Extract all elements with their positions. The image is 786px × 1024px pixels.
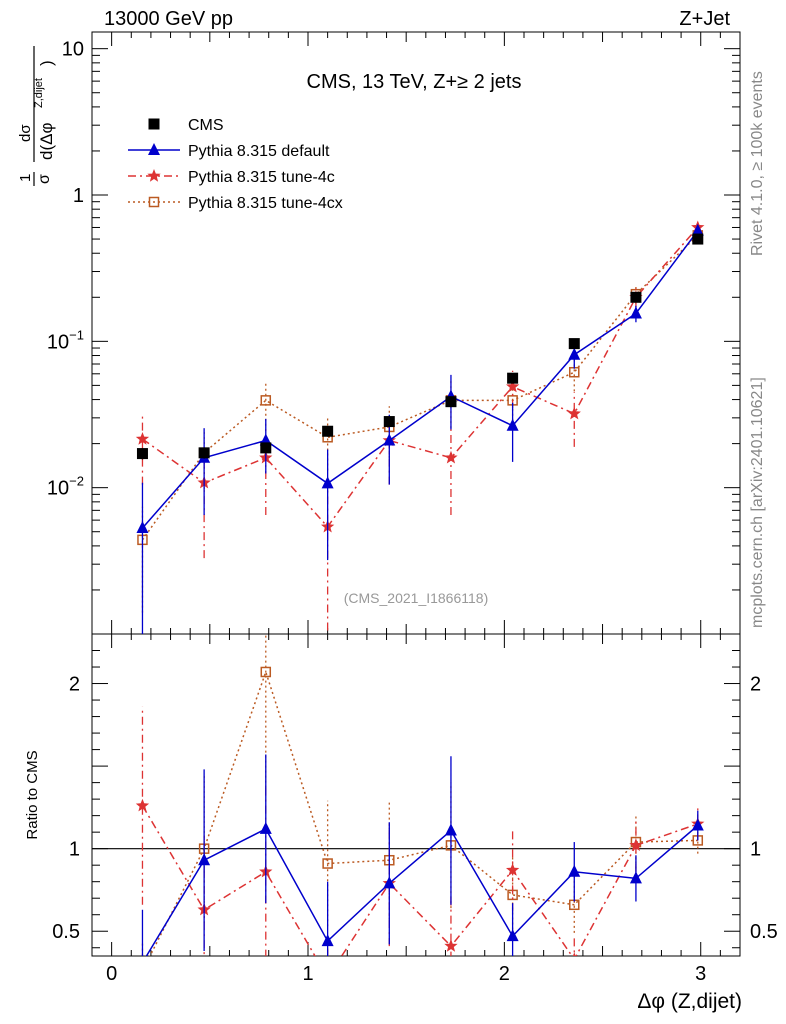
default-marker	[148, 143, 160, 155]
cms-data-marker	[322, 425, 334, 437]
cms-data-marker	[507, 372, 519, 384]
ratio-series-pythia-8-315-tune-4cx	[138, 634, 704, 975]
default-marker	[691, 223, 704, 236]
default-marker	[629, 306, 642, 319]
default-marker	[568, 864, 581, 877]
x-tick-label: 1	[302, 963, 313, 985]
default-marker	[321, 476, 334, 489]
y-tick-label: 10−1	[47, 327, 84, 353]
series-pythia-8-315-tune-4cx	[137, 229, 704, 613]
ratio-line	[141, 805, 699, 956]
series-pythia-8-315-default	[136, 223, 704, 634]
tune-4c-marker	[444, 450, 458, 464]
tune-4cx-marker	[322, 858, 333, 869]
legend-label: CMS	[188, 117, 224, 134]
ratio-line	[149, 669, 698, 956]
series-cms	[136, 233, 704, 460]
tune-4c-marker	[135, 798, 150, 812]
tune-4c-marker	[572, 952, 576, 956]
default-marker	[383, 876, 396, 889]
tune-4cx-marker	[148, 196, 160, 208]
x-tick-label: 2	[499, 963, 510, 985]
cms-data-marker	[148, 118, 160, 130]
series-line	[142, 227, 699, 528]
tune-4c-marker	[321, 971, 334, 984]
svg-text:1: 1	[17, 174, 34, 182]
tune-4c-marker	[629, 838, 643, 851]
tune-4cx-marker	[260, 666, 272, 678]
svg-text:dσ: dσ	[17, 124, 34, 142]
default-marker	[321, 934, 334, 947]
ratio-y-tick-label: 0.5	[52, 921, 80, 943]
legend-label: Pythia 8.315 default	[188, 143, 330, 160]
default-marker	[506, 929, 519, 942]
process-label: Z+Jet	[679, 8, 730, 30]
main-y-axis-label: 1 σ dσ d(Δφ Z,dijet )	[17, 46, 56, 186]
tune-4cx-marker	[138, 966, 147, 975]
default-marker	[383, 433, 396, 446]
cms-data-marker	[198, 447, 210, 459]
svg-text:Z,dijet: Z,dijet	[33, 78, 45, 108]
chart-title: CMS, 13 TeV, Z+≥ 2 jets	[307, 71, 522, 93]
y-tick-label: 10	[62, 39, 84, 61]
cms-data-marker	[692, 233, 704, 245]
default-marker	[444, 823, 457, 836]
x-axis-label: Δφ (Z,dijet)	[637, 990, 742, 1013]
legend-entry: Pythia 8.315 tune-4c	[128, 169, 335, 186]
cms-data-marker	[383, 416, 395, 428]
default-marker	[136, 521, 149, 534]
cms-data-marker	[568, 338, 580, 350]
default-marker	[568, 347, 581, 360]
svg-text:d(Δφ: d(Δφ	[37, 123, 56, 161]
ratio-line	[145, 824, 699, 956]
series-line	[141, 234, 699, 541]
default-marker	[259, 821, 272, 834]
ratio-y-tick-label-right: 1	[750, 839, 761, 861]
ratio-panel-frame	[91, 633, 741, 957]
ratio-series-pythia-8-315-default	[141, 754, 704, 956]
tune-4c-marker	[567, 406, 581, 420]
ratio-axis-label: Ratio to CMS	[24, 750, 41, 839]
ratio-y-tick-label: 1	[69, 839, 80, 861]
default-marker	[142, 955, 143, 956]
energy-label: 13000 GeV pp	[104, 8, 233, 30]
series-line	[141, 230, 699, 529]
ratio-y-tick-label-right: 2	[750, 674, 761, 696]
y-tick-label: 10−2	[47, 474, 84, 500]
legend-entry: Pythia 8.315 default	[128, 143, 330, 160]
x-tick-label: 0	[106, 963, 117, 985]
tune-4cx-marker	[260, 395, 272, 406]
cms-data-marker	[630, 291, 642, 303]
ratio-y-tick-label: 2	[69, 674, 80, 696]
tune-4c-marker	[506, 379, 520, 393]
default-marker	[629, 871, 642, 884]
x-tick-label: 3	[695, 963, 706, 985]
svg-text:σ: σ	[36, 174, 53, 184]
tune-4c-marker	[506, 863, 520, 876]
y-tick-label: 1	[73, 185, 84, 207]
legend-entry: Pythia 8.315 tune-4cx	[128, 195, 343, 212]
analysis-watermark: (CMS_2021_I1866118)	[344, 590, 489, 606]
cms-data-marker	[260, 442, 272, 454]
default-marker	[198, 853, 211, 866]
tune-4c-marker	[147, 169, 161, 182]
tune-4c-marker	[135, 432, 150, 445]
cms-data-marker	[136, 448, 148, 460]
legend-entry: CMS	[148, 117, 224, 134]
default-marker	[506, 418, 519, 431]
ratio-y-tick-label-right: 0.5	[750, 921, 778, 943]
tune-4c-marker	[444, 939, 458, 952]
legend-label: Pythia 8.315 tune-4cx	[188, 195, 343, 212]
legend-label: Pythia 8.315 tune-4c	[188, 169, 335, 186]
cms-data-marker	[445, 396, 457, 408]
default-marker	[691, 818, 704, 831]
svg-text:): )	[37, 60, 56, 66]
